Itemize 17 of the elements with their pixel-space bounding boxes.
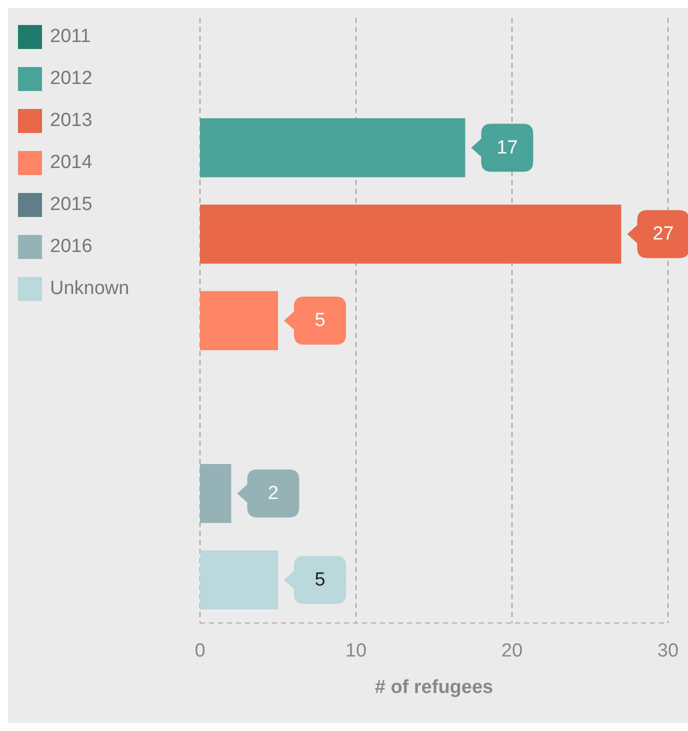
- x-tick-label: 30: [657, 640, 679, 662]
- data-label: 17: [496, 137, 518, 158]
- data-label: 5: [314, 310, 326, 332]
- legend-label: Unknown: [50, 278, 130, 300]
- legend-label: 2011: [50, 26, 91, 48]
- x-tick-label: 20: [501, 640, 523, 662]
- x-axis-title: # of refugees: [374, 677, 494, 698]
- data-label: 27: [652, 224, 674, 245]
- x-tick-label: 0: [194, 640, 206, 662]
- data-label: 5: [314, 569, 326, 590]
- x-tick-label: 10: [345, 640, 367, 662]
- legend-label: 2016: [50, 236, 92, 258]
- data-label: 2: [268, 482, 278, 504]
- legend-label: 2015: [50, 194, 92, 216]
- legend-label: 2013: [50, 110, 92, 132]
- legend-label: 2014: [50, 152, 92, 174]
- legend-label: 2012: [50, 68, 92, 90]
